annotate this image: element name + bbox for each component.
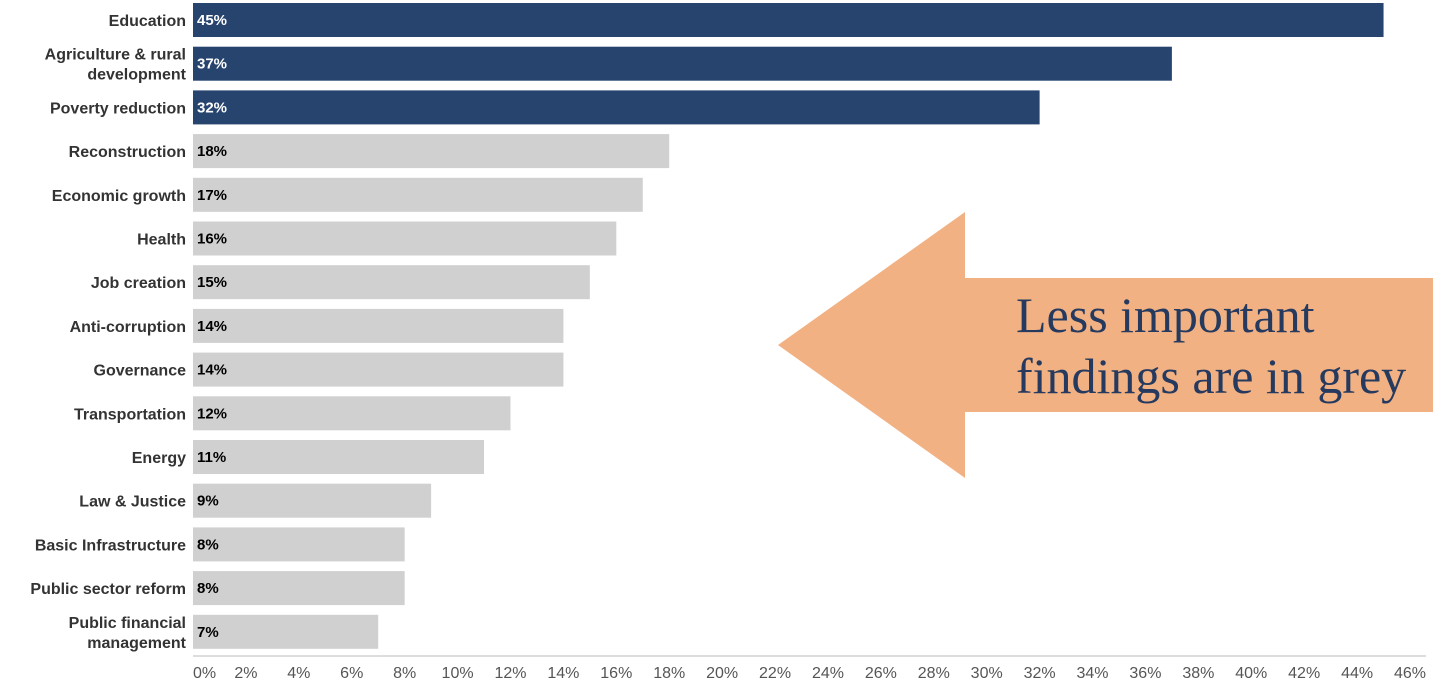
bar: [193, 440, 485, 474]
bar: [193, 221, 617, 256]
value-label: 15%: [197, 274, 227, 291]
x-tick-label: 44%: [1341, 665, 1373, 682]
value-labels: 45% 37% 32% 18% 17% 16% 15% 14% 14% 12% 11% 9% 8% 8% 7…: [197, 12, 227, 641]
value-label: 17%: [197, 187, 227, 204]
value-label: 37%: [197, 56, 227, 73]
category-label: Basic Infrastructure: [35, 537, 186, 554]
x-tick-label: 34%: [1077, 665, 1109, 682]
bar: [193, 177, 643, 212]
category-label: Economic growth: [52, 188, 186, 205]
value-label: 7%: [197, 624, 219, 641]
x-tick-label: 12%: [494, 665, 526, 682]
category-label: Anti-corruption: [70, 319, 186, 336]
bar: [193, 527, 405, 562]
value-label: 8%: [197, 580, 219, 597]
value-label: 12%: [197, 405, 227, 422]
value-label: 45%: [197, 12, 227, 29]
x-tick-label: 10%: [442, 665, 474, 682]
bar: [193, 571, 405, 606]
value-label: 18%: [197, 143, 227, 160]
bar: [193, 396, 511, 431]
category-labels: Education Agriculture & rural development P…: [30, 13, 186, 652]
x-axis-ticks: 0% 2% 4% 6% 8% 10% 12% 14% 16% 18% 20% 22% 24% 26% 28%…: [193, 665, 1426, 682]
category-label: Agriculture & rural development: [45, 47, 187, 84]
x-tick-label: 4%: [287, 665, 310, 682]
bar: [193, 90, 1040, 125]
x-tick-label: 16%: [600, 665, 632, 682]
category-label: Job creation: [91, 275, 186, 292]
x-tick-label: 36%: [1129, 665, 1161, 682]
left-arrow-shape: [778, 212, 1433, 478]
value-label: 8%: [197, 536, 219, 553]
x-tick-label: 6%: [340, 665, 363, 682]
x-tick-label: 24%: [812, 665, 844, 682]
callout-text-line-1: Less important: [1016, 287, 1315, 343]
bars-group: [193, 3, 1384, 649]
bar: [193, 3, 1384, 37]
category-label: Law & Justice: [79, 494, 186, 511]
value-label: 9%: [197, 493, 219, 510]
callout-text-line-2: findings are in grey: [1016, 348, 1406, 404]
x-tick-label: 46%: [1394, 665, 1426, 682]
bar: [193, 265, 590, 300]
value-label: 16%: [197, 231, 227, 248]
x-tick-label: 32%: [1024, 665, 1056, 682]
category-label: Energy: [132, 450, 186, 467]
category-label: Public sector reform: [30, 581, 186, 598]
x-tick-label: 40%: [1235, 665, 1267, 682]
x-tick-label: 20%: [706, 665, 738, 682]
bar: [193, 352, 564, 387]
bar: [193, 46, 1172, 81]
category-label: Governance: [94, 363, 187, 380]
value-label: 14%: [197, 318, 227, 335]
x-tick-label: 26%: [865, 665, 897, 682]
x-tick-label: 0%: [193, 665, 216, 682]
callout-annotation: Less important findings are in grey: [778, 212, 1433, 478]
category-label: Poverty reduction: [50, 100, 186, 117]
x-tick-label: 42%: [1288, 665, 1320, 682]
category-label: Education: [109, 13, 186, 30]
bar: [193, 308, 564, 343]
bar: [193, 614, 379, 649]
x-tick-label: 2%: [234, 665, 257, 682]
category-label: Public financial management: [69, 615, 187, 652]
x-tick-label: 30%: [971, 665, 1003, 682]
x-tick-label: 8%: [393, 665, 416, 682]
x-tick-label: 14%: [547, 665, 579, 682]
category-label: Reconstruction: [69, 144, 186, 161]
bar: [193, 483, 432, 518]
category-label: Transportation: [74, 406, 186, 423]
bar: [193, 134, 670, 169]
value-label: 14%: [197, 362, 227, 379]
x-tick-label: 38%: [1182, 665, 1214, 682]
x-tick-label: 28%: [918, 665, 950, 682]
value-label: 11%: [197, 449, 226, 466]
value-label: 32%: [197, 99, 227, 116]
x-tick-label: 22%: [759, 665, 791, 682]
x-tick-label: 18%: [653, 665, 685, 682]
category-label: Health: [137, 232, 186, 249]
